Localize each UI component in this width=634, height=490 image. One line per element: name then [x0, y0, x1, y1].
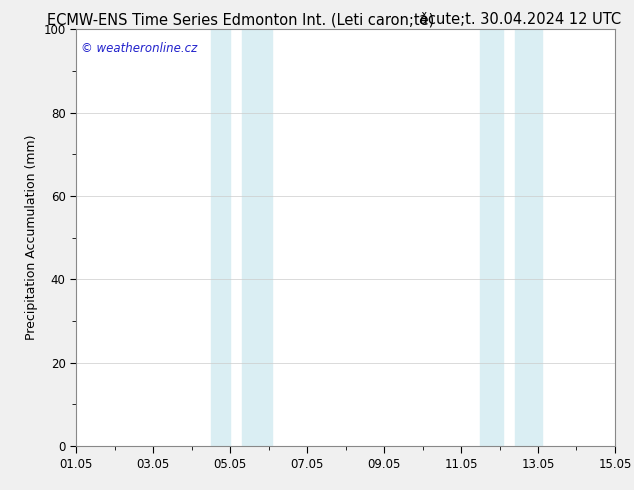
Bar [480, 29, 503, 446]
Y-axis label: Precipitation Accumulation (mm): Precipitation Accumulation (mm) [25, 135, 38, 341]
Text: acute;t. 30.04.2024 12 UTC: acute;t. 30.04.2024 12 UTC [419, 12, 621, 27]
Bar [515, 29, 542, 446]
Text: © weatheronline.cz: © weatheronline.cz [81, 42, 198, 55]
Text: ECMW-ENS Time Series Edmonton Int. (Leti caron;tě): ECMW-ENS Time Series Edmonton Int. (Leti… [48, 12, 434, 28]
Bar [210, 29, 230, 446]
Bar [242, 29, 273, 446]
